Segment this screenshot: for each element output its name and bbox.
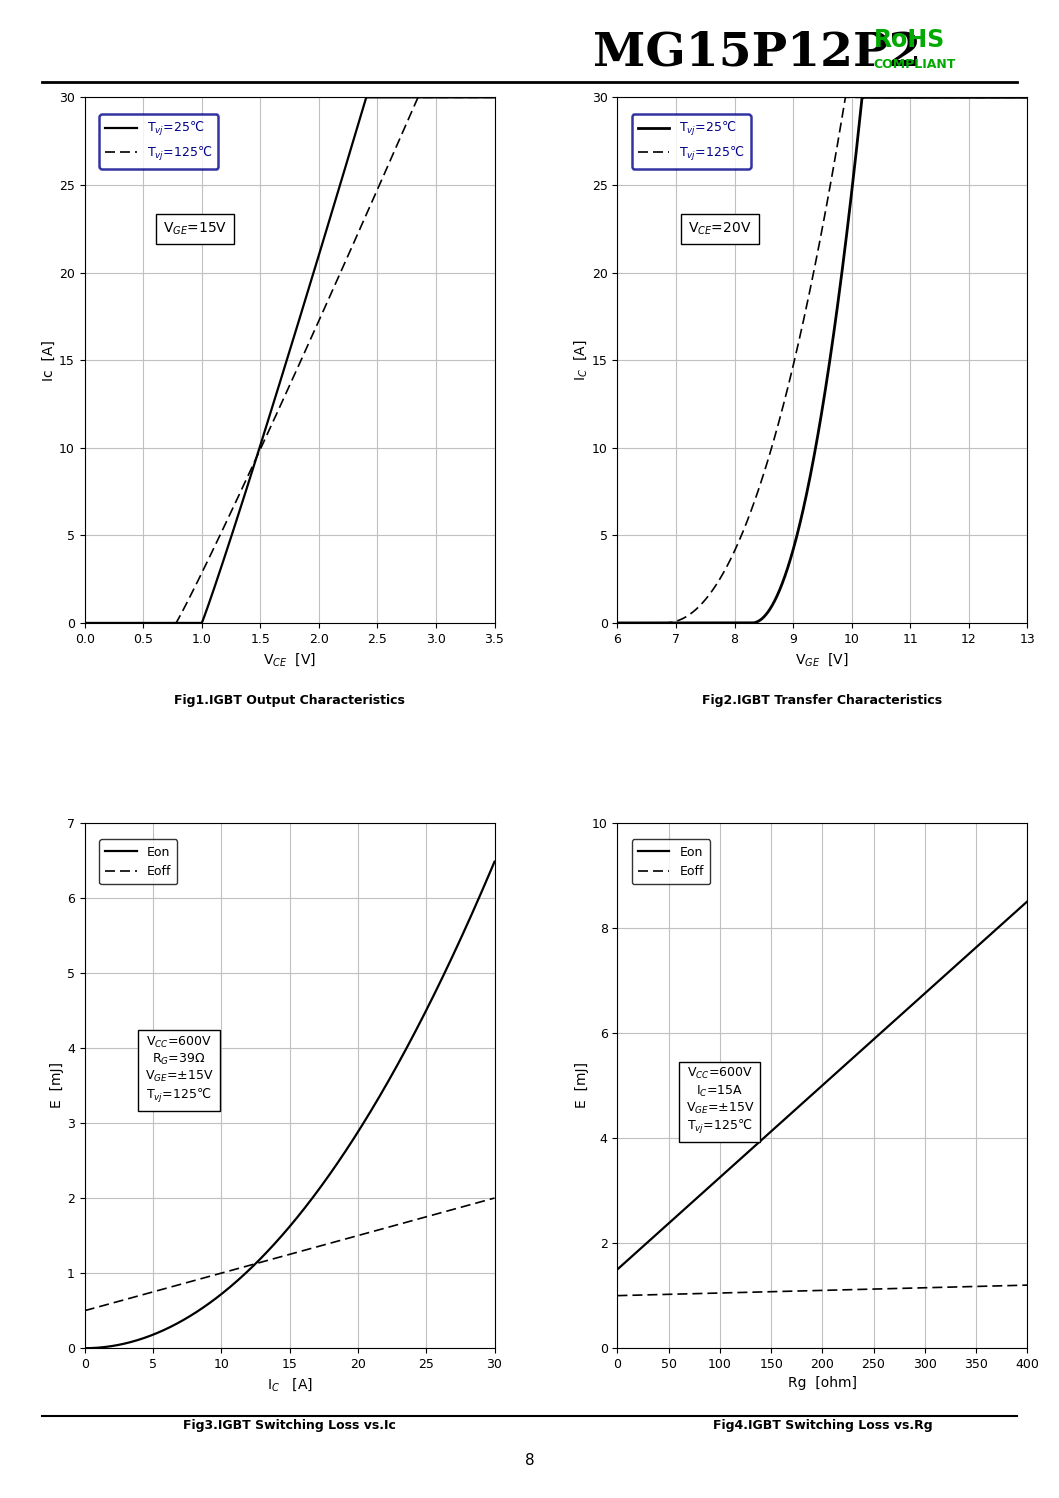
X-axis label: I$_C$   [A]: I$_C$ [A] (267, 1377, 312, 1393)
Text: RoHS: RoHS (874, 28, 945, 52)
X-axis label: V$_{GE}$  [V]: V$_{GE}$ [V] (795, 652, 849, 668)
Text: 8: 8 (524, 1453, 535, 1468)
Title: Fig3.IGBT Switching Loss vs.Ic: Fig3.IGBT Switching Loss vs.Ic (183, 1419, 396, 1432)
Legend: T$_{vj}$=25℃, T$_{vj}$=125℃: T$_{vj}$=25℃, T$_{vj}$=125℃ (100, 114, 218, 169)
Legend: Eon, Eoff: Eon, Eoff (632, 839, 711, 884)
Legend: T$_{vj}$=25℃, T$_{vj}$=125℃: T$_{vj}$=25℃, T$_{vj}$=125℃ (632, 114, 751, 169)
Y-axis label: Ic  [A]: Ic [A] (42, 340, 56, 380)
Title: Fig1.IGBT Output Characteristics: Fig1.IGBT Output Characteristics (174, 694, 405, 707)
X-axis label: Rg  [ohm]: Rg [ohm] (788, 1377, 857, 1390)
X-axis label: V$_{CE}$  [V]: V$_{CE}$ [V] (263, 652, 316, 668)
Title: Fig4.IGBT Switching Loss vs.Rg: Fig4.IGBT Switching Loss vs.Rg (713, 1419, 932, 1432)
Y-axis label: I$_C$  [A]: I$_C$ [A] (572, 340, 589, 380)
Legend: Eon, Eoff: Eon, Eoff (100, 839, 178, 884)
Y-axis label: E  [mJ]: E [mJ] (575, 1062, 589, 1109)
Y-axis label: E  [mJ]: E [mJ] (50, 1062, 65, 1109)
Text: V$_{CE}$=20V: V$_{CE}$=20V (688, 220, 752, 237)
Text: V$_{CC}$=600V
I$_C$=15A
V$_{GE}$=±15V
T$_{vj}$=125℃: V$_{CC}$=600V I$_C$=15A V$_{GE}$=±15V T$… (685, 1067, 754, 1135)
Text: COMPLIANT: COMPLIANT (874, 58, 956, 70)
Text: V$_{GE}$=15V: V$_{GE}$=15V (163, 220, 228, 237)
Title: Fig2.IGBT Transfer Characteristics: Fig2.IGBT Transfer Characteristics (702, 694, 943, 707)
Text: V$_{CC}$=600V
R$_G$=39Ω
V$_{GE}$=±15V
T$_{vj}$=125℃: V$_{CC}$=600V R$_G$=39Ω V$_{GE}$=±15V T$… (145, 1035, 213, 1104)
Text: MG15P12P2: MG15P12P2 (593, 30, 921, 75)
